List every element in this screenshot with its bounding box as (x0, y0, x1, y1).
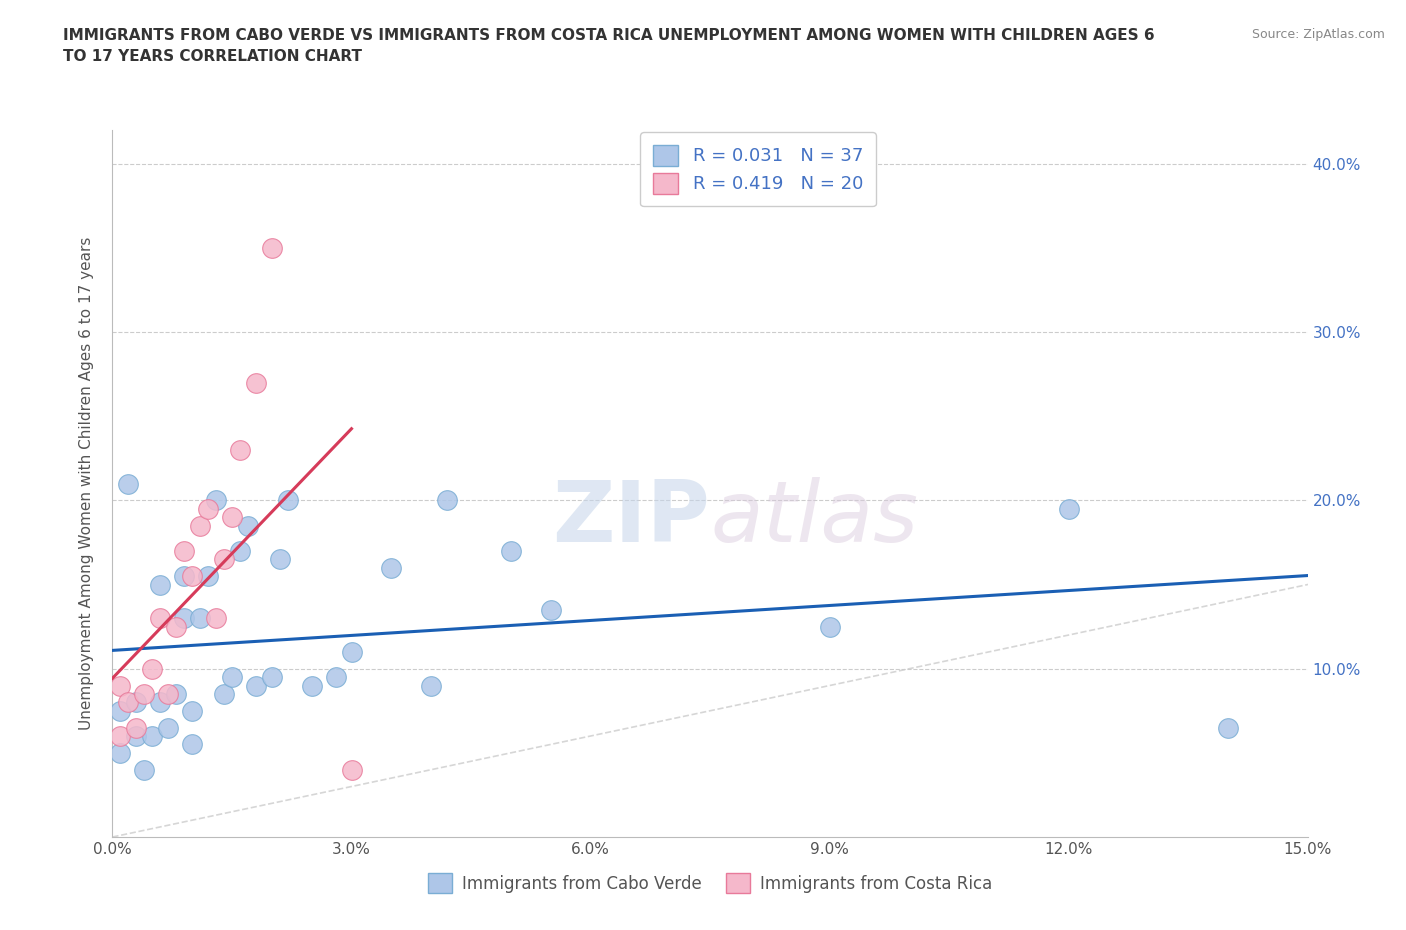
Point (181, 569, 204, 584)
Point (181, 737, 204, 751)
Point (260, 670, 283, 684)
Point (205, 493, 228, 508)
Text: IMMIGRANTS FROM CABO VERDE VS IMMIGRANTS FROM COSTA RICA UNEMPLOYMENT AMONG WOME: IMMIGRANTS FROM CABO VERDE VS IMMIGRANTS… (63, 28, 1154, 64)
Point (221, 670, 243, 684)
Point (110, 728, 132, 743)
Point (236, 518, 259, 533)
Point (420, 678, 443, 693)
Point (245, 678, 267, 693)
Point (818, 619, 841, 634)
Point (134, 686, 156, 701)
Point (173, 611, 195, 626)
Y-axis label: Unemployment Among Women with Children Ages 6 to 17 years: Unemployment Among Women with Children A… (79, 237, 94, 730)
Point (188, 611, 211, 626)
Point (229, 443, 252, 458)
Point (229, 543, 252, 558)
Point (117, 695, 139, 710)
Point (134, 763, 156, 777)
Point (125, 695, 148, 710)
Point (1216, 720, 1239, 735)
Point (165, 686, 187, 701)
Text: Source: ZipAtlas.com: Source: ZipAtlas.com (1251, 28, 1385, 41)
Point (197, 569, 219, 584)
Point (157, 686, 180, 701)
Point (110, 703, 132, 718)
Point (212, 551, 235, 566)
Point (212, 686, 235, 701)
Text: atlas: atlas (710, 477, 918, 561)
Point (149, 578, 172, 592)
Point (125, 728, 148, 743)
Point (141, 661, 163, 676)
Point (269, 551, 291, 566)
Point (436, 493, 458, 508)
Point (141, 728, 163, 743)
Point (173, 543, 195, 558)
Point (205, 611, 228, 626)
Legend: Immigrants from Cabo Verde, Immigrants from Costa Rica: Immigrants from Cabo Verde, Immigrants f… (422, 867, 998, 899)
Point (301, 678, 323, 693)
Point (325, 670, 347, 684)
Text: ZIP: ZIP (553, 477, 710, 561)
Point (1057, 501, 1080, 516)
Point (499, 543, 522, 558)
Point (188, 518, 211, 533)
Point (149, 695, 172, 710)
Point (173, 569, 195, 584)
Point (110, 746, 132, 761)
Point (221, 510, 243, 525)
Point (540, 603, 562, 618)
Point (260, 241, 283, 256)
Point (197, 501, 219, 516)
Point (149, 611, 172, 626)
Point (165, 619, 187, 634)
Point (117, 476, 139, 491)
Point (125, 720, 148, 735)
Point (245, 375, 267, 390)
Point (277, 493, 299, 508)
Point (181, 703, 204, 718)
Point (110, 678, 132, 693)
Point (157, 720, 180, 735)
Point (380, 560, 402, 575)
Point (340, 763, 363, 777)
Point (340, 644, 363, 659)
